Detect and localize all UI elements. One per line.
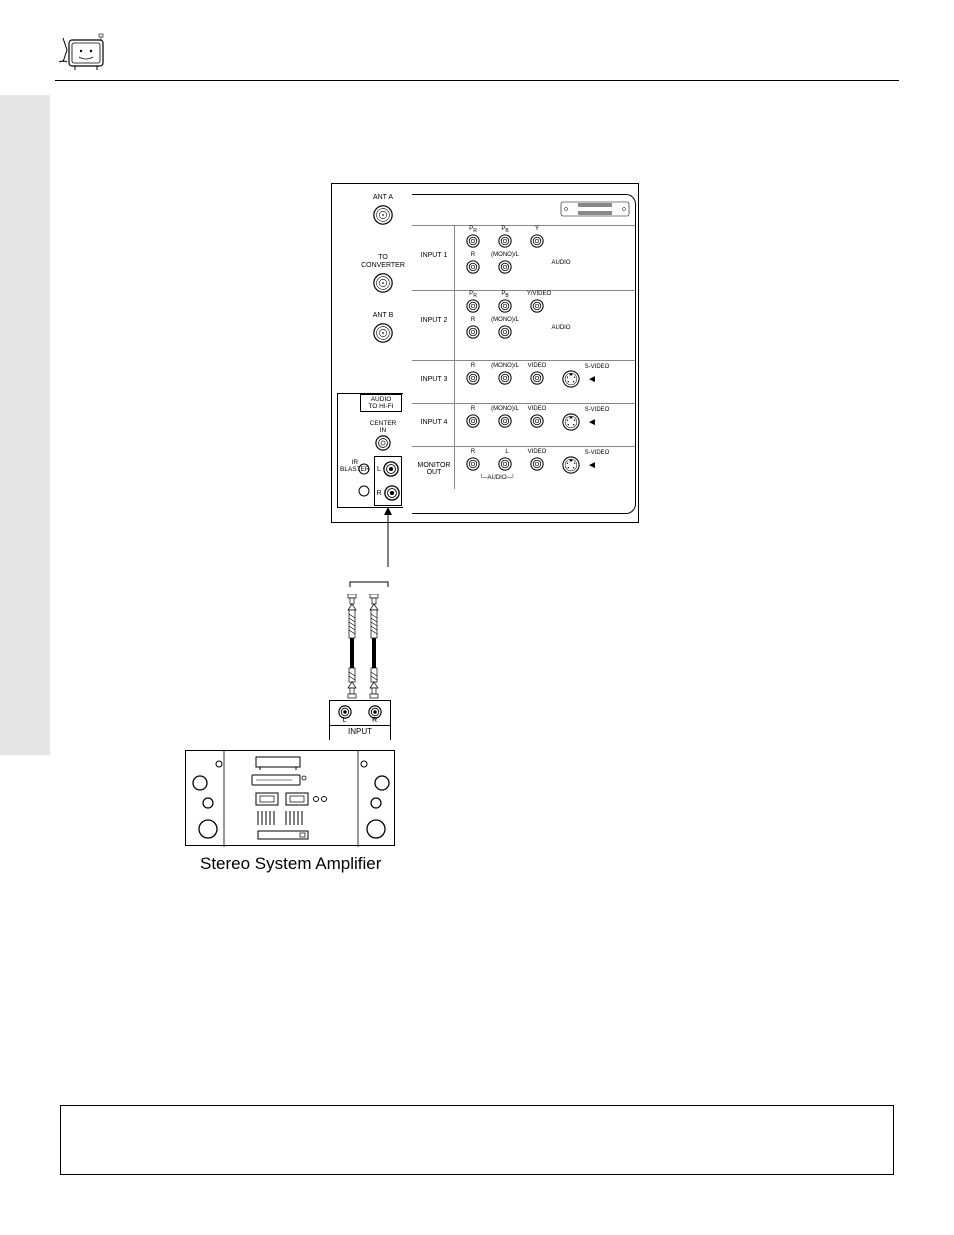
input1-audio-r-jack [466,260,480,274]
amplifier-caption: Stereo System Amplifier [200,854,381,874]
input1-pr-jack [466,234,480,248]
input4-video-jack [530,414,544,428]
amp-input-jacks: L R INPUT [329,700,391,740]
header-tv-icon [55,30,110,75]
inputs-panel: INPUT 1 PR PB Y R (MONO)/L AUDIO INPU [412,194,636,514]
to-converter-label: TO CONVERTER [350,254,416,270]
amp-input-label: INPUT [330,725,390,736]
monout-r-jack [466,457,480,471]
input1-y-label: Y [528,226,546,232]
to-converter-jack [372,272,394,294]
input2-pr-label: PR [464,291,482,299]
input4-r-label: R [464,406,482,412]
input3-label: INPUT 3 [412,376,454,383]
monout-r-label: R [464,449,482,455]
antenna-column: ANT A TO CONVERTER ANT B [350,194,416,352]
input4-svideo-label: S-VIDEO [582,407,612,413]
monout-svideo-jack [562,456,580,474]
input1-pr-label: PR [464,226,482,234]
rca-cable-pair-icon [340,594,390,709]
input1-audio-label: AUDIO [546,260,576,266]
input2-yvideo-jack [530,299,544,313]
svideo-arrow-icon: ◄ [587,374,597,385]
input1-audio-l-jack [498,260,512,274]
monitor-out-label: MONITOR OUT [412,462,454,476]
input2-monol-label: (MONO)/L [490,317,520,323]
input3-l-jack [498,371,512,385]
input1-monol-label: (MONO)/L [490,252,520,258]
ant-b-label: ANT B [350,312,416,320]
input4-monol-label: (MONO)/L [490,406,520,412]
input1-pb-label: PB [496,226,514,234]
header-rule [55,80,899,81]
inputs-divider [454,225,455,489]
input2-audio-label: AUDIO [546,325,576,331]
input3-video-jack [530,371,544,385]
input3-monol-label: (MONO)/L [490,363,520,369]
input4-l-jack [498,414,512,428]
amp-r-label: R [372,717,377,724]
ant-a-jack [372,204,394,226]
left-jack-group-border [337,393,403,508]
input1-label: INPUT 1 [412,252,454,259]
input3-video-label: VIDEO [524,363,550,369]
input2-r-label: R [464,317,482,323]
monout-l-label: L [498,449,516,455]
svideo-arrow-icon: ◄ [587,417,597,428]
input4-r-jack [466,414,480,428]
monout-svideo-label: S-VIDEO [582,450,612,456]
input3-r-label: R [464,363,482,369]
input2-label: INPUT 2 [412,317,454,324]
input1-r-label: R [464,252,482,258]
input1-pb-jack [498,234,512,248]
amp-l-label: L [343,717,347,724]
input2-pb-label: PB [496,291,514,299]
monout-video-label: VIDEO [524,449,550,455]
page-side-tab [0,95,50,755]
input4-label: INPUT 4 [412,419,454,426]
ant-a-label: ANT A [350,194,416,202]
stereo-amplifier-diagram [185,750,395,846]
input3-svideo-label: S-VIDEO [582,364,612,370]
monout-video-jack [530,457,544,471]
input2-audio-l-jack [498,325,512,339]
input4-video-label: VIDEO [524,406,550,412]
monout-audio-bracket: └─AUDIO─┘ [472,475,522,481]
input4-svideo-jack [562,413,580,431]
monout-l-jack [498,457,512,471]
top-connector-strip [560,200,630,218]
input1-y-jack [530,234,544,248]
input2-audio-r-jack [466,325,480,339]
input2-pb-jack [498,299,512,313]
input3-r-jack [466,371,480,385]
tv-back-panel-diagram: ANT A TO CONVERTER ANT B AUDIO TO HI-FI … [331,183,639,523]
svideo-arrow-icon: ◄ [587,460,597,471]
bottom-note-box [60,1105,894,1175]
input2-pr-jack [466,299,480,313]
input3-svideo-jack [562,370,580,388]
input2-yvideo-label: Y/VIDEO [522,291,556,297]
ant-b-jack [372,322,394,344]
